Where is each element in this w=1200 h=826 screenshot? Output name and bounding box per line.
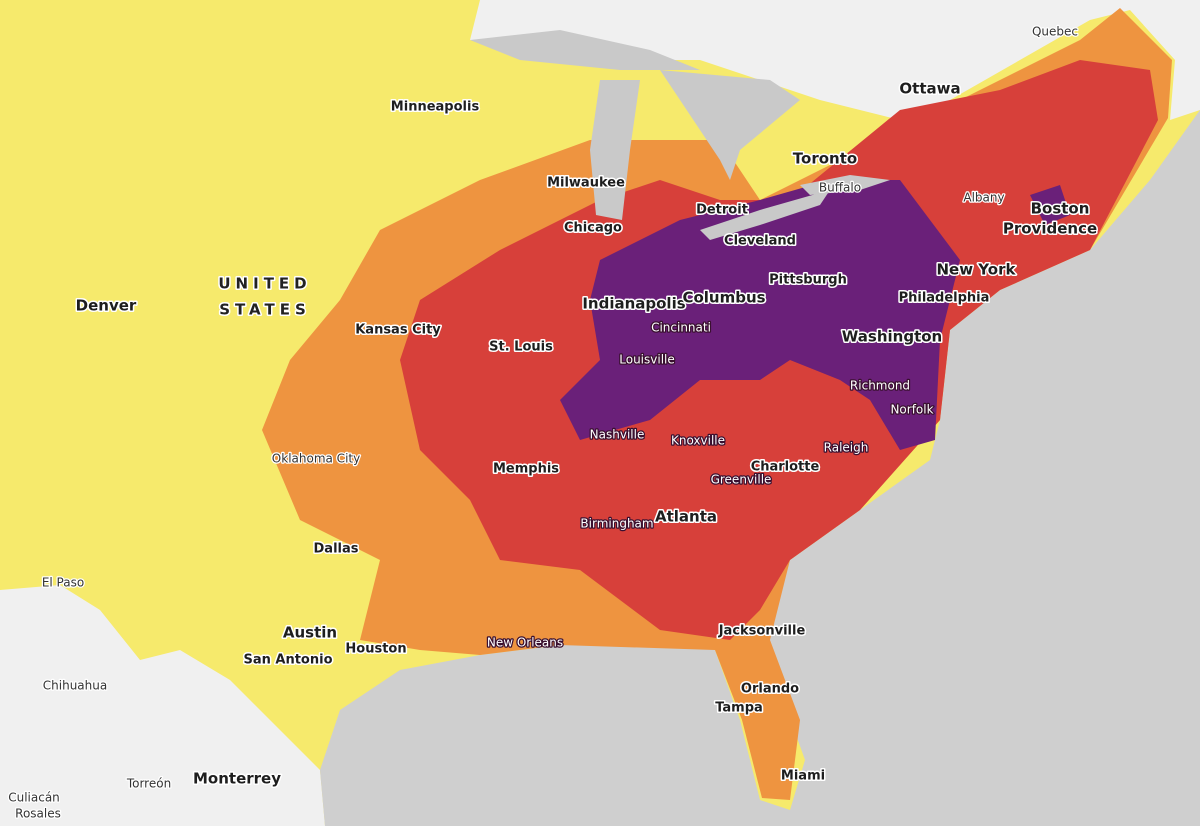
place-label: Chicago — [564, 221, 622, 236]
place-label: STATES — [219, 301, 311, 319]
place-label: Miami — [781, 769, 825, 784]
place-label: Houston — [345, 642, 406, 657]
place-label: El Paso — [42, 576, 84, 590]
lake — [470, 30, 700, 70]
place-label: Columbus — [682, 289, 765, 307]
place-label: Charlotte — [751, 460, 820, 475]
heat-zone-purple — [560, 180, 960, 450]
place-label: Indianapolis — [582, 295, 685, 313]
place-label: Quebec — [1032, 25, 1078, 39]
place-label: New York — [937, 261, 1017, 279]
place-label: Ottawa — [899, 80, 960, 98]
place-label: Orlando — [741, 682, 799, 697]
place-label: Toronto — [793, 150, 857, 168]
place-label: Detroit — [696, 203, 748, 218]
place-label: Providence — [1003, 220, 1097, 238]
place-label: Chihuahua — [43, 679, 107, 693]
place-label: Albany — [963, 191, 1004, 205]
place-label: Louisville — [619, 353, 675, 367]
great-lakes — [470, 30, 890, 240]
place-label: Richmond — [850, 379, 910, 393]
place-label: Memphis — [493, 462, 559, 477]
place-labels: Quebec Ottawa Minneapolis Toronto Buffalo Mil… — [7, 23, 1099, 822]
place-label: Philadelphia — [899, 291, 990, 306]
lake — [660, 70, 800, 180]
place-label: Tampa — [715, 701, 763, 716]
place-label: Boston — [1031, 200, 1090, 218]
place-label: Pittsburgh — [769, 273, 847, 288]
place-label: Dallas — [314, 542, 359, 557]
place-label: Monterrey — [193, 770, 281, 788]
place-label: Birmingham — [580, 517, 653, 531]
lake — [800, 175, 890, 195]
place-label: Greenville — [711, 473, 772, 487]
place-label: St. Louis — [489, 340, 553, 355]
ocean — [320, 110, 1200, 826]
place-label: Rosales — [15, 807, 61, 821]
place-label: Knoxville — [671, 434, 725, 448]
place-label: Culiacán — [8, 791, 60, 805]
lake — [590, 80, 640, 220]
place-label: Raleigh — [824, 441, 869, 455]
place-label: Oklahoma City — [272, 452, 360, 466]
place-label: New Orleans — [487, 636, 563, 650]
place-label: Norfolk — [890, 403, 933, 417]
place-label: Torreón — [126, 777, 171, 791]
place-label: Austin — [283, 624, 337, 642]
place-label: Atlanta — [655, 508, 717, 526]
place-label: Jacksonville — [718, 624, 806, 639]
place-label: Denver — [76, 297, 137, 315]
heat-zone-purple — [1030, 185, 1070, 225]
place-label: UNITED — [218, 275, 311, 293]
place-label: Milwaukee — [547, 176, 625, 191]
place-label: Kansas City — [355, 323, 441, 338]
lake — [700, 190, 830, 240]
place-label: San Antonio — [243, 653, 332, 668]
place-label: Nashville — [590, 428, 645, 442]
place-label: Minneapolis — [391, 100, 480, 115]
place-label: Buffalo — [819, 181, 861, 195]
place-label: Cincinnati — [651, 321, 711, 335]
place-label: Washington — [842, 328, 942, 346]
place-label: Cleveland — [724, 234, 796, 249]
